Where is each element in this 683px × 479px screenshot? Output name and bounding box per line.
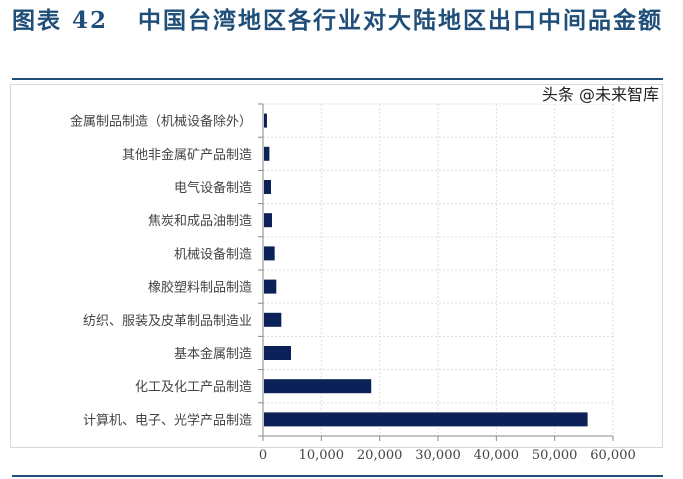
category-label: 其他非金属矿产品制造 <box>122 147 252 163</box>
x-tick-label: 40,000 <box>474 448 520 463</box>
category-label: 橡胶塑料制品制造 <box>148 280 252 296</box>
figure-title-text: 中国台湾地区各行业对大陆地区出口中间品金额 <box>138 7 664 34</box>
figure-label: 图表 42 <box>12 7 109 34</box>
bar <box>264 312 282 327</box>
bar <box>264 246 275 261</box>
bar <box>264 412 588 427</box>
category-label: 基本金属制造 <box>174 346 252 362</box>
watermark: 头条 @未来智库 <box>541 85 659 104</box>
x-tick-label: 30,000 <box>415 448 461 463</box>
category-label: 焦炭和成品油制造 <box>148 214 252 229</box>
x-tick-label: 60,000 <box>590 448 636 463</box>
x-tick-label: 0 <box>259 448 267 463</box>
chart-frame <box>10 84 663 448</box>
bar <box>264 146 270 161</box>
bar <box>264 113 267 128</box>
x-tick-label: 20,000 <box>357 448 403 463</box>
bar <box>264 279 277 294</box>
title-rule <box>12 78 663 80</box>
bar <box>264 180 271 194</box>
category-label: 化工及化工产品制造 <box>135 380 252 395</box>
figure-title: 图表 42 中国台湾地区各行业对大陆地区出口中间品金额 <box>12 2 672 40</box>
category-label: 电气设备制造 <box>174 180 252 196</box>
category-label: 计算机、电子、光学产品制造 <box>83 412 252 428</box>
category-label: 金属制品制造（机械设备除外） <box>70 114 252 130</box>
bar <box>264 346 291 360</box>
bar <box>264 213 272 228</box>
bar <box>264 379 372 394</box>
category-label: 纺织、服装及皮革制品制造业 <box>83 314 252 329</box>
category-label: 机械设备制造 <box>174 246 252 262</box>
x-tick-label: 10,000 <box>299 448 345 463</box>
bottom-rule <box>12 475 663 477</box>
x-tick-label: 50,000 <box>532 448 578 463</box>
